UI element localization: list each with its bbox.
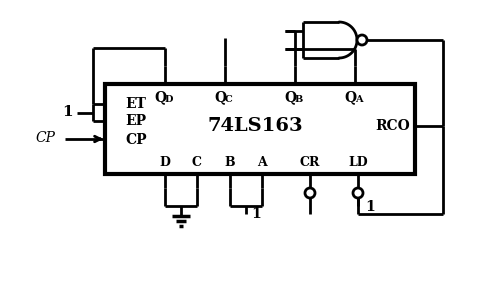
Text: D: D bbox=[165, 95, 173, 105]
Text: 1: 1 bbox=[251, 207, 261, 221]
Text: D: D bbox=[160, 156, 171, 168]
Text: EP: EP bbox=[125, 114, 146, 128]
Text: RCO: RCO bbox=[375, 119, 410, 133]
Text: CR: CR bbox=[300, 156, 320, 168]
Text: B: B bbox=[295, 95, 303, 105]
Text: B: B bbox=[225, 156, 235, 168]
Text: CP: CP bbox=[35, 131, 55, 145]
Circle shape bbox=[353, 188, 363, 198]
Text: 1: 1 bbox=[63, 105, 73, 119]
Text: Q: Q bbox=[214, 90, 226, 104]
Circle shape bbox=[305, 188, 315, 198]
Text: A: A bbox=[257, 156, 267, 168]
Text: C: C bbox=[192, 156, 202, 168]
Text: C: C bbox=[225, 95, 233, 105]
Circle shape bbox=[357, 35, 367, 45]
Text: CP: CP bbox=[125, 133, 147, 147]
Text: ET: ET bbox=[125, 97, 146, 111]
Text: Q: Q bbox=[154, 90, 166, 104]
Text: LD: LD bbox=[348, 156, 368, 168]
Text: 1: 1 bbox=[365, 200, 375, 214]
Bar bbox=[105, 84, 415, 174]
Text: 74LS163: 74LS163 bbox=[207, 117, 303, 135]
Text: A: A bbox=[355, 95, 363, 105]
Text: Q: Q bbox=[284, 90, 296, 104]
Text: Q: Q bbox=[344, 90, 356, 104]
